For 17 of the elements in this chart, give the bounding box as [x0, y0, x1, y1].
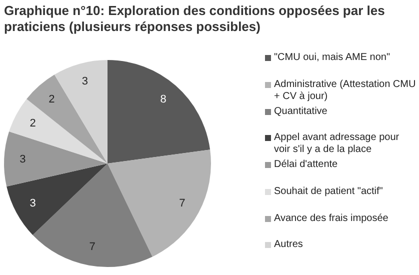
data-label: 2	[48, 94, 55, 106]
data-label: 8	[160, 94, 166, 106]
legend-label: Appel avant adressage pour voir s'il y a de la place	[274, 132, 400, 156]
legend-label: Avance des frais imposée	[274, 212, 388, 224]
legend-label: Administrative (Attestation CMU + CV à jour)	[274, 78, 417, 103]
data-label: 3	[82, 76, 88, 88]
legend-label: Quantitative	[274, 106, 328, 118]
legend-label: Délai d'attente	[274, 159, 338, 171]
legend-label: Autres	[274, 239, 303, 252]
data-label: 3	[30, 198, 36, 210]
chart-title: Graphique n°10: Exploration des conditions opposées par les praticiens (plusieurs réponses possibles)	[4, 3, 386, 35]
data-label: 7	[89, 241, 96, 254]
data-label: 3	[20, 154, 26, 166]
data-label: 2	[30, 117, 36, 130]
data-label: 7	[179, 198, 186, 210]
legend-label: Souhait de patient "actif"	[274, 186, 383, 198]
legend-label: "CMU oui, mais AME non"	[274, 52, 390, 64]
